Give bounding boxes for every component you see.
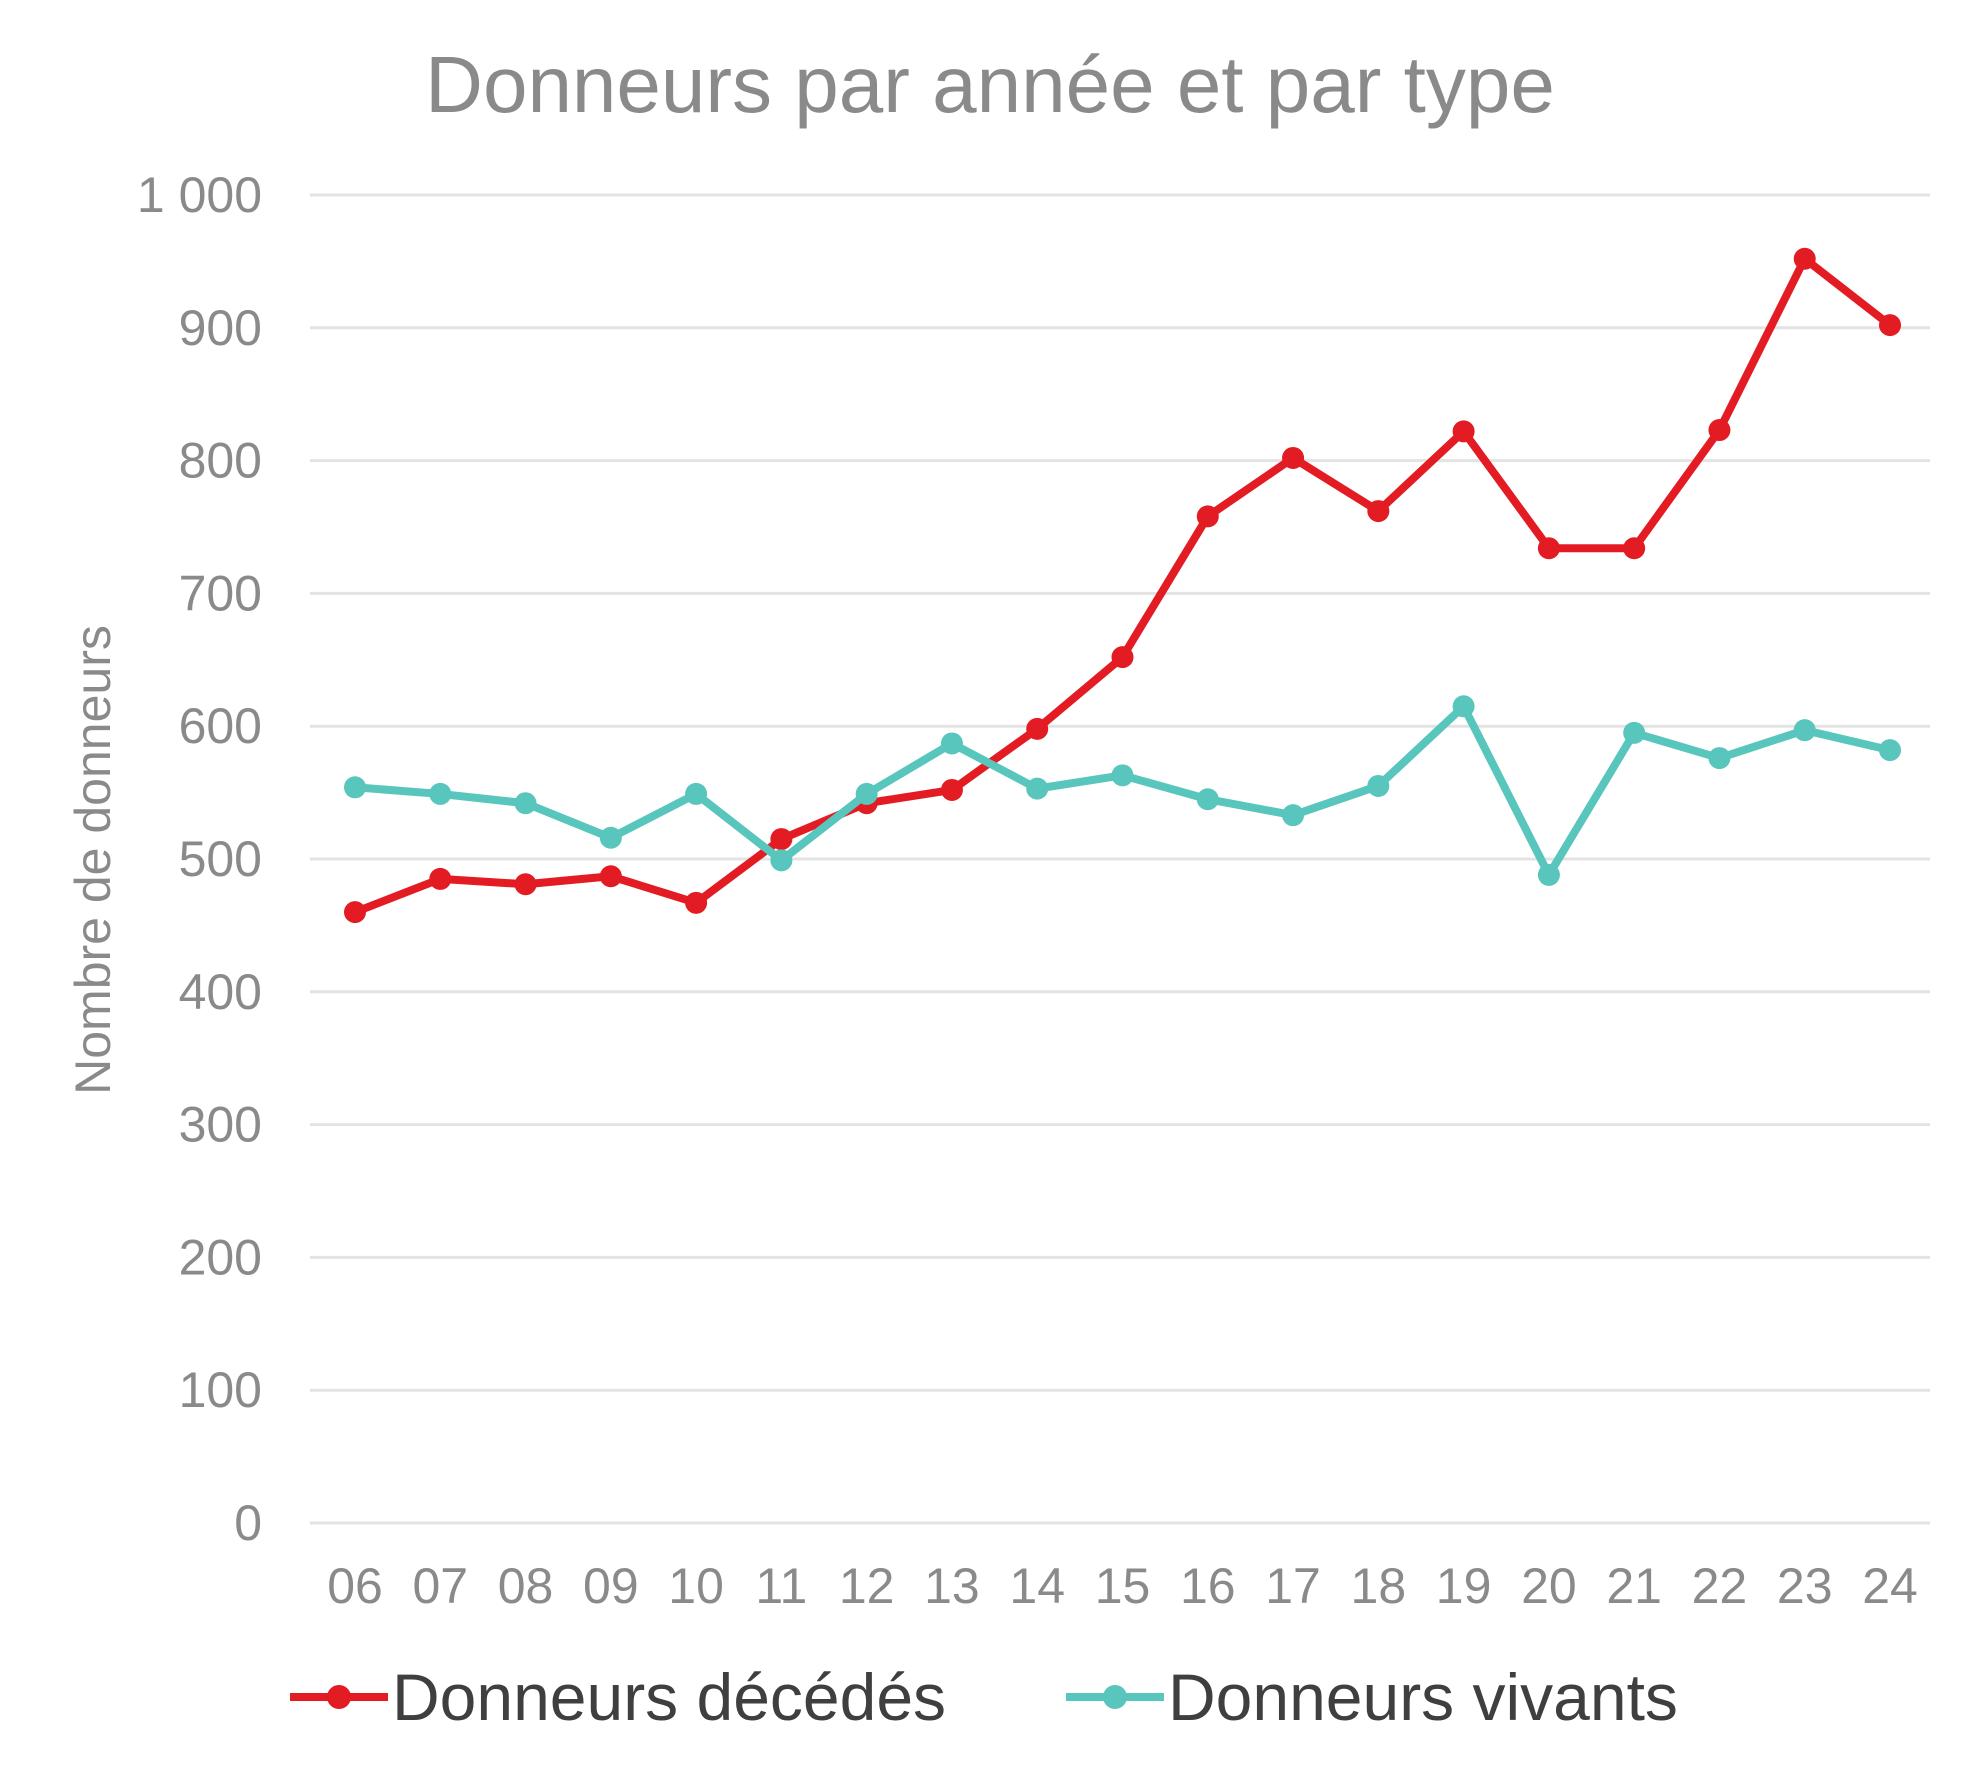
y-tick-label: 300: [179, 1097, 262, 1153]
data-point: [940, 732, 963, 755]
data-point: [1026, 777, 1049, 800]
data-point: [599, 865, 622, 888]
x-tick-label: 14: [1009, 1558, 1065, 1614]
data-point: [1111, 764, 1134, 787]
data-point: [1111, 646, 1134, 669]
y-tick-label: 600: [179, 698, 262, 754]
x-tick-label: 19: [1436, 1558, 1492, 1614]
data-point: [1879, 314, 1901, 337]
data-point: [1196, 788, 1219, 811]
x-tick-label: 11: [755, 1558, 807, 1614]
data-point: [1623, 537, 1646, 560]
data-point: [1793, 247, 1816, 270]
chart-title: Donneurs par année et par type: [425, 40, 1555, 129]
legend-swatch-marker: [327, 1685, 351, 1709]
x-tick-label: 21: [1606, 1558, 1662, 1614]
series-layer: [344, 247, 1901, 924]
data-point: [344, 776, 366, 799]
y-ticks: 0 100 200 300 400 500 600 700 800 900 1 000: [137, 167, 262, 1551]
data-point: [514, 792, 537, 815]
x-tick-label: 16: [1180, 1558, 1236, 1614]
x-tick-label: 08: [498, 1558, 554, 1614]
x-tick-label: 10: [668, 1558, 724, 1614]
y-axis-label: Nombre de donneurs: [65, 625, 121, 1095]
data-point: [429, 782, 452, 805]
data-point: [1708, 419, 1731, 442]
data-point: [599, 826, 622, 849]
y-tick-label: 200: [179, 1229, 262, 1285]
x-tick-label: 06: [327, 1558, 383, 1614]
data-point: [685, 891, 708, 914]
x-tick-label: 12: [839, 1558, 895, 1614]
series-2: [344, 695, 1901, 886]
data-point: [1537, 537, 1560, 560]
data-point: [855, 782, 878, 805]
data-point: [1623, 721, 1646, 744]
y-tick-label: 1 000: [137, 167, 262, 223]
y-tick-label: 700: [179, 565, 262, 621]
data-point: [1708, 747, 1731, 770]
data-point: [1282, 804, 1305, 827]
y-tick-label: 400: [179, 964, 262, 1020]
legend: Donneurs décédés Donneurs vivants: [290, 1660, 1678, 1734]
y-tick-label: 0: [234, 1495, 262, 1551]
x-tick-label: 24: [1862, 1558, 1918, 1614]
x-tick-label: 18: [1351, 1558, 1407, 1614]
data-point: [344, 901, 366, 924]
x-tick-label: 20: [1521, 1558, 1577, 1614]
data-point: [1282, 446, 1305, 469]
data-point: [1196, 505, 1219, 528]
x-ticks: 06 07 08 09 10 11 12 13 14 15 16 17 18 19 20 21 22 23 24: [327, 1558, 1918, 1614]
legend-item: Donneurs décédés: [290, 1660, 946, 1734]
data-point: [940, 778, 963, 801]
data-point: [1793, 719, 1816, 742]
y-tick-label: 100: [179, 1362, 262, 1418]
data-point: [429, 867, 452, 890]
x-tick-label: 15: [1095, 1558, 1151, 1614]
x-tick-label: 07: [412, 1558, 468, 1614]
data-point: [514, 873, 537, 896]
data-point: [1367, 500, 1390, 523]
data-point: [1537, 863, 1560, 886]
y-tick-label: 500: [179, 831, 262, 887]
data-point: [1452, 695, 1475, 718]
data-point: [1367, 774, 1390, 797]
data-point: [1452, 420, 1475, 443]
data-point: [685, 782, 708, 805]
data-point: [1879, 739, 1901, 762]
x-tick-label: 17: [1265, 1558, 1321, 1614]
y-tick-label: 900: [179, 300, 262, 356]
data-point: [1026, 717, 1049, 740]
legend-item: Donneurs vivants: [1066, 1660, 1678, 1734]
grid-layer: [310, 193, 1930, 1525]
series-line: [351, 702, 1894, 879]
legend-swatch-marker: [1103, 1685, 1127, 1709]
x-tick-label: 22: [1692, 1558, 1748, 1614]
y-tick-label: 800: [179, 433, 262, 489]
legend-label: Donneurs vivants: [1168, 1660, 1678, 1734]
x-tick-label: 23: [1777, 1558, 1833, 1614]
series-line: [351, 254, 1894, 917]
data-point: [770, 828, 793, 851]
x-tick-label: 09: [583, 1558, 639, 1614]
x-tick-label: 13: [924, 1558, 980, 1614]
data-point: [770, 849, 793, 872]
legend-label: Donneurs décédés: [392, 1660, 946, 1734]
